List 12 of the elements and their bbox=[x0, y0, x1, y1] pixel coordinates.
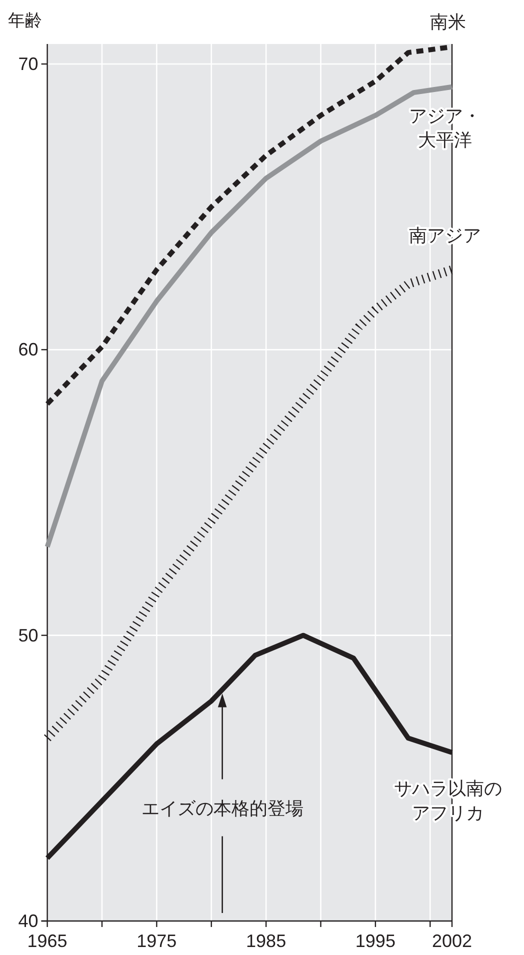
x-tick-label: 2002 bbox=[432, 931, 472, 951]
x-tick-label: 1995 bbox=[355, 931, 396, 951]
y-tick-label: 50 bbox=[18, 625, 38, 646]
x-tick-label: 1985 bbox=[246, 931, 286, 951]
x-tick-label: 1965 bbox=[27, 931, 68, 951]
x-tick-label: 1975 bbox=[136, 931, 177, 951]
y-tick-label: 70 bbox=[18, 54, 38, 74]
y-tick-label: 60 bbox=[18, 340, 38, 360]
y-tick-label: 40 bbox=[18, 911, 38, 931]
series-label: 南米 bbox=[430, 12, 466, 32]
ref-line-label: エイズの本格的登場 bbox=[141, 798, 304, 818]
y-axis-title: 年齢 bbox=[8, 11, 42, 30]
